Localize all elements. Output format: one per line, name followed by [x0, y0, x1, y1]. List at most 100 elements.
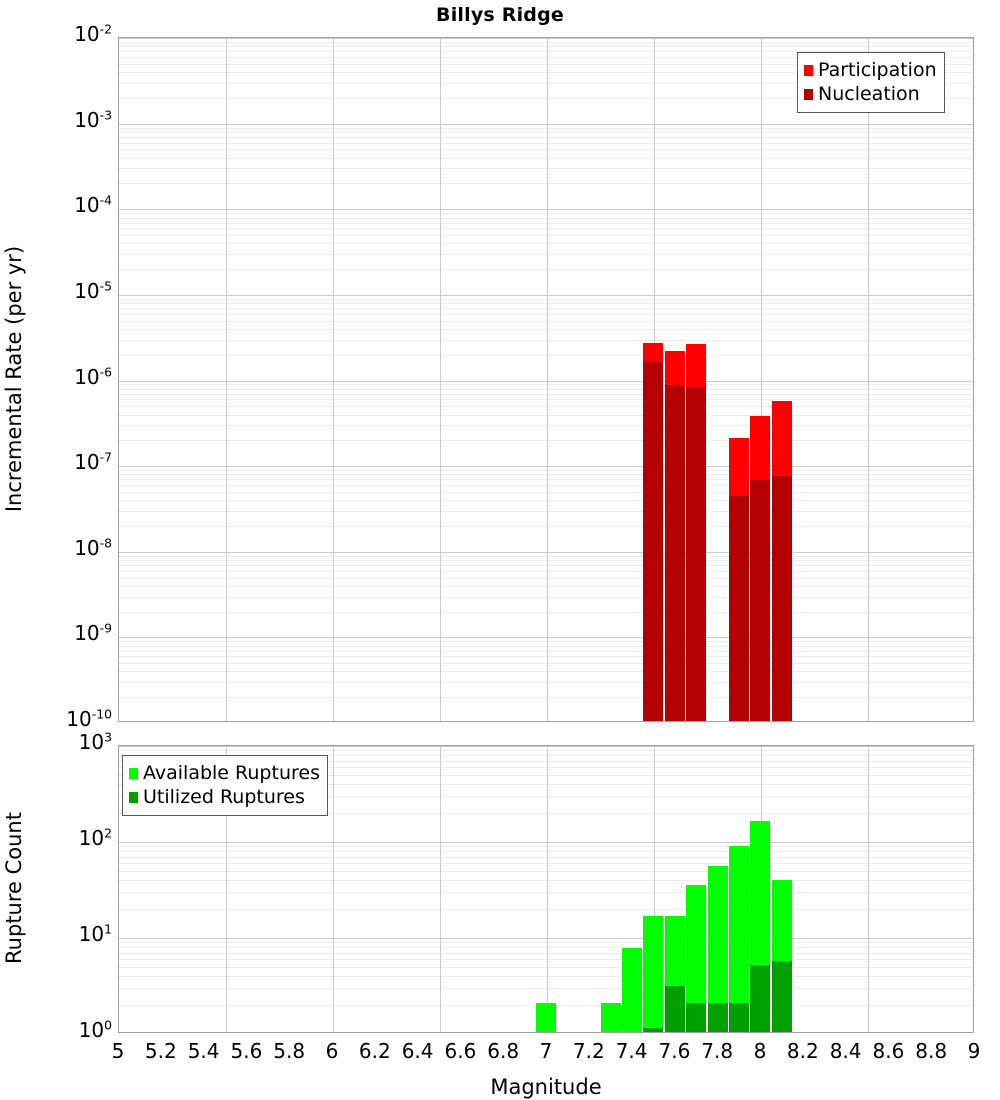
gridline-minor-horizontal: [119, 57, 973, 58]
legend-label: Nucleation: [818, 82, 920, 105]
gridline-minor-horizontal: [119, 415, 973, 416]
legend-item: Nucleation: [804, 82, 937, 106]
gridline-minor-horizontal: [119, 384, 973, 385]
gridline-minor-horizontal: [119, 321, 973, 322]
x-axis-tick-label: 6.8: [487, 1039, 520, 1063]
x-axis-tick-label: 8.8: [915, 1039, 948, 1063]
gridline-minor-horizontal: [119, 314, 973, 315]
gridline-minor-horizontal: [119, 355, 973, 356]
x-axis-tick-label: 7: [539, 1039, 553, 1063]
x-axis-tick-label: 5.4: [187, 1039, 220, 1063]
gridline-minor-horizontal: [119, 976, 973, 977]
gridline-minor-horizontal: [119, 571, 973, 572]
gridline-minor-horizontal: [119, 651, 973, 652]
x-axis-tick-label: 5.2: [144, 1039, 177, 1063]
bar-nucleation: [772, 476, 792, 721]
y-axis-tick-label: 10-10: [66, 706, 112, 731]
gridline-minor-horizontal: [119, 641, 973, 642]
gridline-minor-horizontal: [119, 72, 973, 73]
gridline-minor-horizontal: [119, 406, 973, 407]
gridline-minor-horizontal: [119, 228, 973, 229]
gridline-major-vertical: [226, 746, 227, 1032]
bar-nucleation: [643, 361, 663, 721]
gridline-minor-horizontal: [119, 168, 973, 169]
gridline-major-horizontal: [119, 466, 973, 467]
rupture-count-y-axis-label: Rupture Count: [2, 812, 26, 964]
gridline-major-horizontal: [119, 842, 973, 843]
bar-available-ruptures: [729, 846, 749, 1032]
gridline-minor-horizontal: [119, 767, 973, 768]
page-title: Billys Ridge: [436, 4, 564, 26]
y-axis-tick-label: 101: [78, 921, 112, 946]
legend-item: Available Ruptures: [129, 761, 320, 785]
x-axis-tick-label: 5.8: [273, 1039, 306, 1063]
x-axis-tick-label: 6.6: [444, 1039, 477, 1063]
gridline-minor-horizontal: [119, 329, 973, 330]
legend-item: Participation: [804, 58, 937, 82]
gridline-minor-horizontal: [119, 470, 973, 471]
gridline-major-vertical: [440, 38, 441, 721]
gridline-major-vertical: [547, 38, 548, 721]
rupture-count-plot-area: [119, 746, 973, 1032]
y-axis-tick-label: 10-5: [74, 278, 112, 303]
incremental-rate-legend: Participation Nucleation: [797, 52, 945, 113]
gridline-major-vertical: [333, 746, 334, 1032]
legend-swatch-icon: [804, 64, 813, 76]
gridline-minor-horizontal: [119, 137, 973, 138]
gridline-minor-horizontal: [119, 556, 973, 557]
gridline-minor-horizontal: [119, 340, 973, 341]
gridline-minor-horizontal: [119, 953, 973, 954]
gridline-minor-horizontal: [119, 988, 973, 989]
x-axis-tick-label: 7.2: [572, 1039, 605, 1063]
gridline-major-horizontal: [119, 38, 973, 39]
gridline-major-vertical: [868, 746, 869, 1032]
gridline-minor-horizontal: [119, 755, 973, 756]
gridline-minor-horizontal: [119, 243, 973, 244]
magnitude-axis-ticks: 5 5.2 5.4 5.6 5.8 6 6.2 6.4 6.6 6.8 7 7.2 7.4 7.6 7.8 8…: [0, 1041, 1000, 1067]
gridline-minor-horizontal: [119, 128, 973, 129]
gridline-minor-horizontal: [119, 149, 973, 150]
rupture-count-legend: Available Ruptures Utilized Ruptures: [122, 755, 328, 816]
gridline-minor-horizontal: [119, 308, 973, 309]
x-axis-tick-label: 8.4: [829, 1039, 862, 1063]
gridline-minor-horizontal: [119, 560, 973, 561]
legend-label: Available Ruptures: [143, 761, 320, 784]
gridline-minor-horizontal: [119, 64, 973, 65]
x-axis-tick-label: 8.6: [872, 1039, 905, 1063]
gridline-major-vertical: [547, 746, 548, 1032]
gridline-minor-horizontal: [119, 682, 973, 683]
y-axis-tick-label: 10-4: [74, 192, 112, 218]
gridline-minor-horizontal: [119, 42, 973, 43]
bar-available-ruptures: [708, 866, 728, 1032]
gridline-major-vertical: [333, 38, 334, 721]
legend-swatch-icon: [804, 88, 813, 100]
gridline-minor-horizontal: [119, 663, 973, 664]
y-axis-tick-label: 10-9: [74, 620, 112, 646]
x-axis-tick-label: 5: [111, 1039, 125, 1063]
y-axis-tick-label: 10-2: [74, 21, 112, 46]
gridline-minor-horizontal: [119, 474, 973, 475]
legend-swatch-icon: [129, 767, 138, 779]
gridline-minor-horizontal: [119, 303, 973, 304]
bar-utilized-ruptures: [686, 1003, 706, 1032]
gridline-minor-horizontal: [119, 526, 973, 527]
gridline-minor-horizontal: [119, 851, 973, 852]
gridline-major-vertical: [440, 746, 441, 1032]
gridline-minor-horizontal: [119, 857, 973, 858]
bar-utilized-ruptures: [750, 965, 770, 1032]
gridline-minor-horizontal: [119, 98, 973, 99]
x-axis-tick-label: 8: [753, 1039, 767, 1063]
gridline-minor-horizontal: [119, 697, 973, 698]
legend-swatch-icon: [129, 791, 138, 803]
gridline-minor-horizontal: [119, 218, 973, 219]
bar-available-ruptures: [622, 948, 642, 1032]
gridline-minor-horizontal: [119, 892, 973, 893]
gridline-minor-horizontal: [119, 784, 973, 785]
y-axis-tick-label: 10-3: [74, 106, 112, 132]
gridline-minor-horizontal: [119, 479, 973, 480]
bar-utilized-ruptures: [729, 1003, 749, 1032]
y-axis-tick-label: 100: [78, 1017, 112, 1042]
incremental-rate-chart: [118, 37, 974, 722]
bar-nucleation: [729, 496, 749, 721]
gridline-minor-horizontal: [119, 235, 973, 236]
